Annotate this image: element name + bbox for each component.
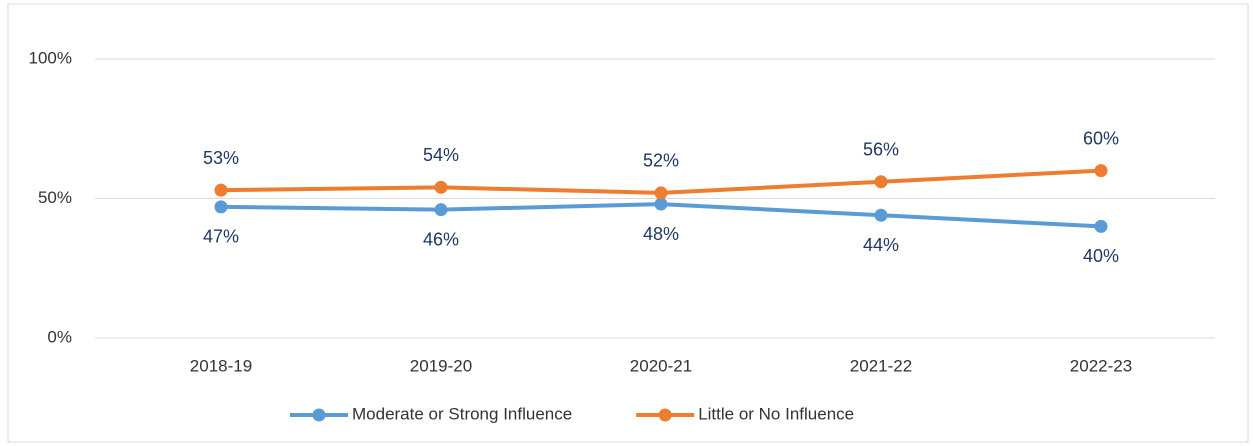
legend-marker <box>658 408 672 422</box>
chart-border <box>7 3 1249 443</box>
data-point <box>874 208 888 222</box>
data-label: 44% <box>863 235 899 255</box>
data-label: 53% <box>203 148 239 168</box>
x-tick-label: 2018-19 <box>190 356 252 375</box>
data-point <box>654 186 668 200</box>
x-tick-label: 2022-23 <box>1070 356 1132 375</box>
data-label: 54% <box>423 145 459 165</box>
data-point <box>874 175 888 189</box>
data-label: 52% <box>643 151 679 171</box>
x-tick-label: 2020-21 <box>630 356 692 375</box>
data-point <box>1094 219 1108 233</box>
data-label: 46% <box>423 229 459 249</box>
x-tick-label: 2021-22 <box>850 356 912 375</box>
data-point <box>654 197 668 211</box>
data-point <box>434 180 448 194</box>
x-tick-label: 2019-20 <box>410 356 472 375</box>
legend-label: Moderate or Strong Influence <box>352 404 572 423</box>
data-point <box>434 203 448 217</box>
y-tick-label: 100% <box>29 48 72 67</box>
data-label: 60% <box>1083 128 1119 148</box>
y-tick-label: 50% <box>38 188 72 207</box>
data-label: 40% <box>1083 246 1119 266</box>
data-point <box>1094 164 1108 178</box>
data-label: 47% <box>203 227 239 247</box>
legend-marker <box>312 408 326 422</box>
data-point <box>214 183 228 197</box>
data-point <box>214 200 228 214</box>
data-label: 48% <box>643 224 679 244</box>
data-label: 56% <box>863 140 899 160</box>
y-tick-label: 0% <box>47 327 72 346</box>
legend-label: Little or No Influence <box>698 404 854 423</box>
